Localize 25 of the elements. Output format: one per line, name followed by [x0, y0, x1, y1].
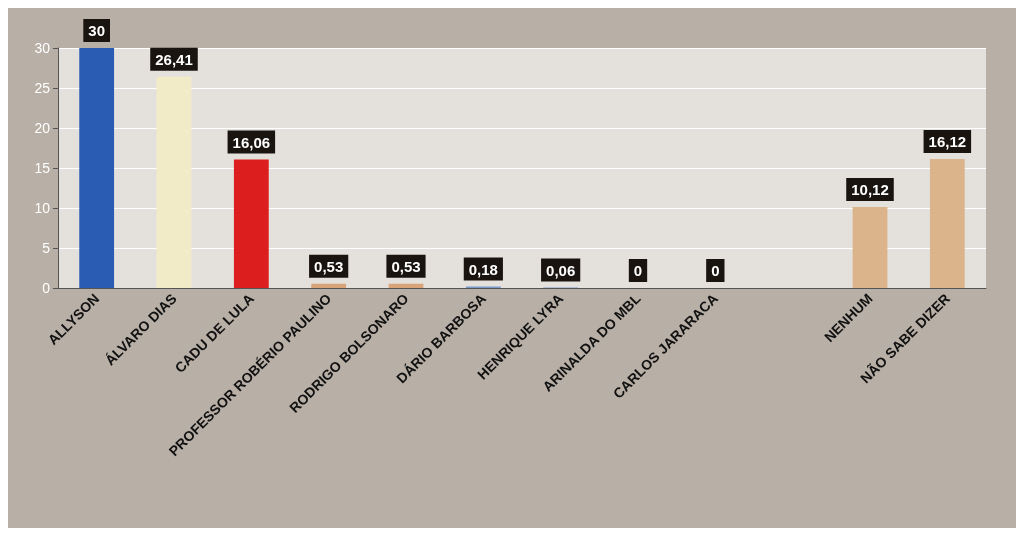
data-label: 0,53: [391, 257, 421, 275]
y-tick-label: 15: [34, 160, 51, 176]
y-tick-label: 10: [34, 200, 51, 216]
y-tick-label: 25: [34, 80, 51, 96]
bar: [852, 207, 888, 288]
bar: [388, 283, 424, 288]
data-label: 26,41: [155, 50, 193, 68]
y-tick-label: 20: [34, 120, 51, 136]
data-label: 0,06: [546, 261, 576, 279]
y-tick-label: 0: [42, 280, 51, 296]
y-tick-label: 30: [34, 40, 51, 56]
bar: [79, 48, 115, 288]
bar: [156, 76, 192, 288]
data-label: 10,12: [851, 181, 889, 199]
data-label: 16,06: [232, 133, 271, 151]
data-label: 0,18: [468, 260, 498, 278]
data-label: 16,12: [928, 133, 967, 151]
y-tick-label: 5: [42, 240, 51, 256]
data-label: 0,53: [314, 257, 344, 275]
bar: [311, 283, 347, 288]
bar: [233, 159, 269, 288]
data-label: 0: [633, 262, 643, 279]
bar: [929, 159, 965, 288]
data-label: 30: [88, 22, 106, 39]
data-label: 0: [711, 262, 720, 279]
